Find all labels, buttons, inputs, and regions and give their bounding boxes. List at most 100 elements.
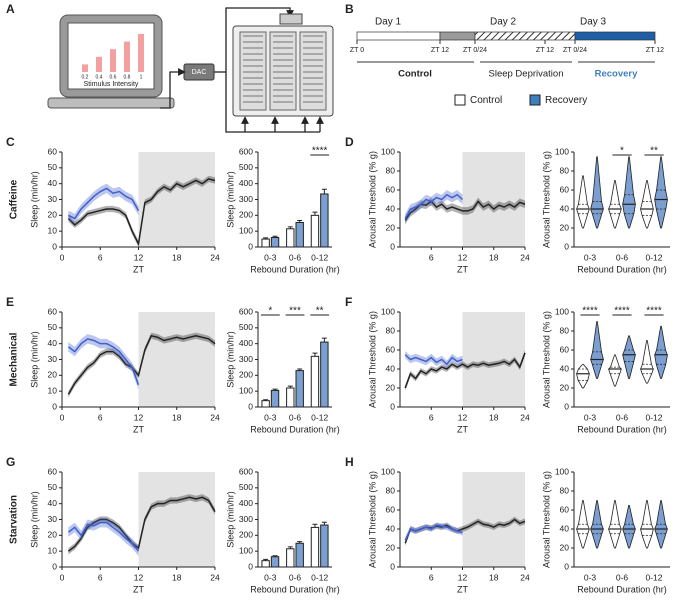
x-axis-label: ZT <box>133 424 144 434</box>
panel-letter: C <box>6 135 15 149</box>
panel-letter: E <box>6 295 14 309</box>
violin <box>608 354 622 387</box>
x-tick-label: 0-6 <box>616 412 629 422</box>
x-tick-label: 0-3 <box>584 252 597 262</box>
x-tick-label: 18 <box>489 252 499 262</box>
x-axis-label: ZT <box>133 264 144 274</box>
error-bar <box>297 541 303 544</box>
stimulus-bar <box>138 34 144 72</box>
timeline-tick-label: ZT 0 <box>350 47 364 54</box>
error-band <box>405 522 463 544</box>
phase-label: Sleep Deprivation <box>489 69 564 80</box>
y-tick-label: 50 <box>48 482 58 492</box>
y-tick-label: 50 <box>48 322 58 332</box>
y-tick-label: 40 <box>560 363 570 373</box>
error-bar <box>263 558 269 561</box>
x-tick-label: 0-6 <box>289 412 302 422</box>
x-tick-label: 12 <box>134 252 144 262</box>
x-tick-label: 18 <box>489 572 499 582</box>
dark-period <box>138 472 215 567</box>
error-bar <box>287 226 293 229</box>
y-tick-label: 30 <box>48 514 58 524</box>
violin <box>576 363 590 389</box>
bar <box>270 389 280 408</box>
x-axis-label: ZT <box>133 584 144 594</box>
y-tick-label: 100 <box>381 306 395 316</box>
violin <box>640 340 654 384</box>
panel-letter: B <box>345 2 354 16</box>
error-bar <box>297 220 303 223</box>
bar <box>320 193 329 248</box>
y-tick-label: 40 <box>560 523 570 533</box>
significance-label: **** <box>582 306 598 317</box>
y-tick-label: 40 <box>560 203 570 213</box>
error-bar <box>312 211 318 216</box>
y-tick-label: 40 <box>48 178 58 188</box>
y-tick-label: 0 <box>564 401 569 411</box>
x-tick-label: 24 <box>210 572 220 582</box>
bar <box>286 228 295 248</box>
x-tick-label: 0 <box>60 572 65 582</box>
x-tick-label: 12 <box>134 572 144 582</box>
x-axis-label: ZT <box>457 584 468 594</box>
connectors <box>160 7 324 133</box>
x-tick-label: 6 <box>98 412 103 422</box>
y-axis-label: Sleep (min/hr) <box>29 331 39 388</box>
y-tick-label: 500 <box>239 162 253 172</box>
stimulus-label: 0.2 <box>82 74 89 80</box>
bar <box>310 355 320 408</box>
error-band <box>68 494 215 555</box>
series-line <box>67 178 216 247</box>
series-line <box>67 496 216 552</box>
y-tick-label: 60 <box>386 504 396 514</box>
x-tick-label: 6 <box>429 412 434 422</box>
phase-label: Control <box>398 69 432 80</box>
timeline-tick-label: ZT 12 <box>431 47 449 54</box>
y-tick-label: 80 <box>560 165 570 175</box>
bar <box>261 238 270 248</box>
x-tick-label: 6 <box>98 572 103 582</box>
error-band <box>405 516 525 547</box>
y-tick-label: 100 <box>381 146 395 156</box>
y-tick-label: 500 <box>239 482 253 492</box>
panel-letter: G <box>6 455 15 469</box>
y-tick-label: 40 <box>48 338 58 348</box>
y-axis-label: Sleep (min/hr) <box>225 171 235 228</box>
violin <box>590 321 604 379</box>
series-line <box>68 187 140 220</box>
error-bar <box>287 546 293 549</box>
x-axis-label: ZT <box>457 424 468 434</box>
bar <box>295 542 304 568</box>
error-bar <box>263 237 269 240</box>
series-line <box>404 354 463 366</box>
x-axis-label: ZT <box>457 264 468 274</box>
bar <box>320 341 329 408</box>
x-tick-label: 0 <box>60 412 65 422</box>
y-tick-label: 80 <box>560 325 570 335</box>
x-tick-label: 6 <box>429 252 434 262</box>
x-tick-label: 18 <box>489 412 499 422</box>
y-tick-label: 50 <box>48 162 58 172</box>
x-tick-label: 24 <box>210 252 220 262</box>
violin <box>654 325 668 379</box>
stimulus-bar <box>124 41 130 72</box>
x-tick-label: 0-12 <box>311 572 328 582</box>
y-tick-label: 0 <box>248 561 253 571</box>
violin <box>654 156 668 229</box>
panel-letter: F <box>345 295 352 309</box>
y-tick-label: 20 <box>560 542 570 552</box>
y-tick-label: 100 <box>239 545 253 555</box>
y-tick-label: 10 <box>48 385 58 395</box>
significance-label: * <box>620 146 624 157</box>
y-tick-label: 80 <box>386 325 396 335</box>
violin <box>622 156 636 229</box>
y-tick-label: 80 <box>386 165 396 175</box>
x-tick-label: 0-12 <box>645 572 662 582</box>
y-tick-label: 60 <box>560 344 570 354</box>
series-line <box>404 193 464 219</box>
x-axis-label: Rebound Duration (hr) <box>577 584 667 594</box>
stimulus-label: 1 <box>140 74 143 80</box>
x-tick-label: 18 <box>172 252 182 262</box>
y-axis-label: Arousal Threshold (% g) <box>367 471 377 568</box>
y-axis-label: Arousal Threshold (% g) <box>541 311 551 408</box>
